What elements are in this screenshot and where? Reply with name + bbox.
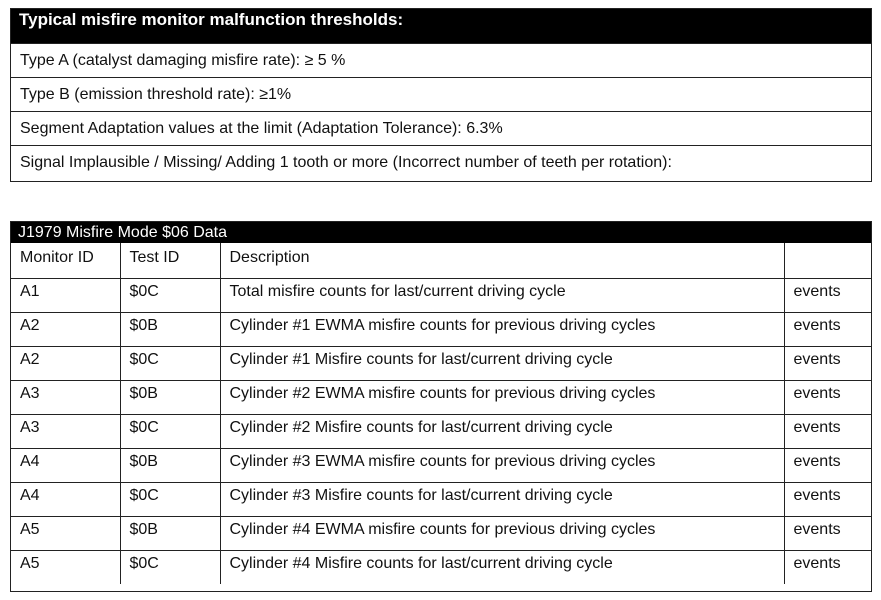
description-cell: Cylinder #4 EWMA misfire counts for prev… xyxy=(219,515,785,551)
threshold-row: Segment Adaptation values at the limit (… xyxy=(11,111,871,145)
unit-cell: events xyxy=(783,549,871,584)
table-row: A4 $0C Cylinder #3 Misfire counts for last… xyxy=(11,481,871,517)
table-row: A5 $0B Cylinder #4 EWMA misfire counts for… xyxy=(11,515,871,551)
monitor-id-cell: A3 xyxy=(11,413,121,449)
table-row: A3 $0B Cylinder #2 EWMA misfire counts for… xyxy=(11,379,871,415)
test-id-cell: $0C xyxy=(119,413,221,449)
threshold-row: Signal Implausible / Missing/ Adding 1 t… xyxy=(11,145,871,179)
unit-cell: events xyxy=(783,345,871,381)
monitor-id-cell: A1 xyxy=(11,277,121,313)
description-cell: Cylinder #4 Misfire counts for last/curr… xyxy=(219,549,785,584)
description-cell: Cylinder #2 EWMA misfire counts for prev… xyxy=(219,379,785,415)
test-id-cell: $0C xyxy=(119,345,221,381)
unit-cell: events xyxy=(783,379,871,415)
monitor-id-cell: A5 xyxy=(11,549,121,584)
test-id-cell: $0B xyxy=(119,379,221,415)
thresholds-table: Typical misfire monitor malfunction thre… xyxy=(10,8,872,182)
test-id-cell: $0B xyxy=(119,447,221,483)
unit-cell: events xyxy=(783,311,871,347)
thresholds-title: Typical misfire monitor malfunction thre… xyxy=(11,9,871,43)
column-header: Monitor ID xyxy=(11,243,121,279)
unit-cell: events xyxy=(783,447,871,483)
description-cell: Total misfire counts for last/current dr… xyxy=(219,277,785,313)
test-id-cell: $0C xyxy=(119,481,221,517)
monitor-id-cell: A4 xyxy=(11,481,121,517)
table-row: A2 $0C Cylinder #1 Misfire counts for last… xyxy=(11,345,871,381)
column-header: Test ID xyxy=(119,243,221,279)
test-id-cell: $0C xyxy=(119,277,221,313)
header-row: Monitor ID Test ID Description xyxy=(11,243,871,279)
test-id-cell: $0C xyxy=(119,549,221,584)
monitor-id-cell: A4 xyxy=(11,447,121,483)
mode06-table: J1979 Misfire Mode $06 Data Monitor ID Te… xyxy=(10,221,872,592)
test-id-cell: $0B xyxy=(119,515,221,551)
column-header xyxy=(783,243,871,279)
table-row: A2 $0B Cylinder #1 EWMA misfire counts for… xyxy=(11,311,871,347)
table-row: A1 $0C Total misfire counts for last/curre… xyxy=(11,277,871,313)
description-cell: Cylinder #1 Misfire counts for last/curr… xyxy=(219,345,785,381)
description-cell: Cylinder #3 EWMA misfire counts for prev… xyxy=(219,447,785,483)
threshold-row: Type A (catalyst damaging misfire rate):… xyxy=(11,43,871,77)
monitor-id-cell: A2 xyxy=(11,345,121,381)
test-id-cell: $0B xyxy=(119,311,221,347)
mode06-title: J1979 Misfire Mode $06 Data xyxy=(11,222,871,243)
unit-cell: events xyxy=(783,481,871,517)
description-cell: Cylinder #1 EWMA misfire counts for prev… xyxy=(219,311,785,347)
table-row: A5 $0C Cylinder #4 Misfire counts for last… xyxy=(11,549,871,584)
table-row: A4 $0B Cylinder #3 EWMA misfire counts for… xyxy=(11,447,871,483)
table-row: A3 $0C Cylinder #2 Misfire counts for last… xyxy=(11,413,871,449)
description-cell: Cylinder #3 Misfire counts for last/curr… xyxy=(219,481,785,517)
column-header: Description xyxy=(219,243,785,279)
unit-cell: events xyxy=(783,515,871,551)
monitor-id-cell: A2 xyxy=(11,311,121,347)
monitor-id-cell: A5 xyxy=(11,515,121,551)
unit-cell: events xyxy=(783,277,871,313)
monitor-id-cell: A3 xyxy=(11,379,121,415)
description-cell: Cylinder #2 Misfire counts for last/curr… xyxy=(219,413,785,449)
mode06-grid: Monitor ID Test ID Description A1 $0C Total m… xyxy=(11,243,871,584)
threshold-row: Type B (emission threshold rate): ≥1% xyxy=(11,77,871,111)
unit-cell: events xyxy=(783,413,871,449)
